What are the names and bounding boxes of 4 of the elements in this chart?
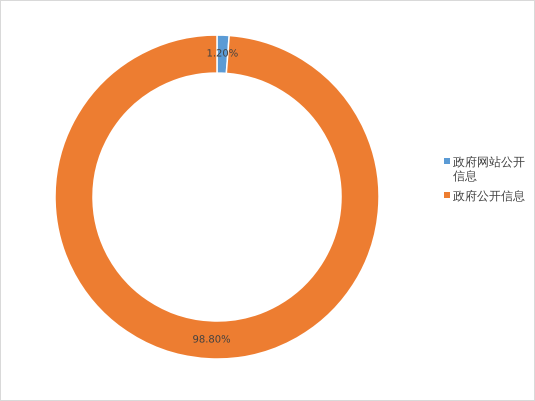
legend-label: 政府公开信息: [453, 189, 525, 203]
data-label: 98.80%: [192, 334, 231, 346]
legend-label: 政府网站公开信息: [453, 155, 525, 183]
donut-slice: [54, 34, 380, 360]
